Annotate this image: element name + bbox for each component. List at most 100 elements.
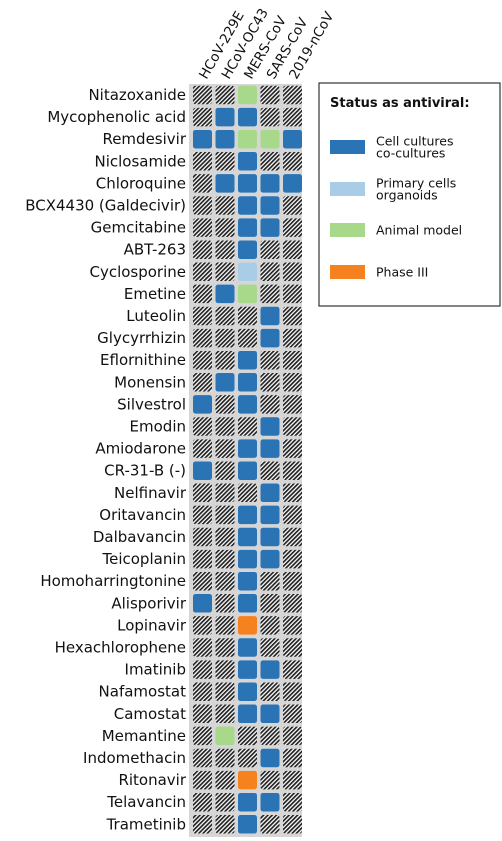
heatmap-cell-untested [215,85,235,105]
heatmap-cells [193,85,302,834]
heatmap-cell-untested [260,770,280,790]
heatmap-cell-untested [215,439,235,458]
row-label: Cyclosporine [89,263,186,281]
heatmap-cell-cell [238,373,257,392]
row-label: Memantine [102,727,186,745]
heatmap-cell-cell [260,196,280,215]
heatmap-cell-untested [193,792,212,812]
heatmap-cell-untested [283,483,302,503]
heatmap-cell-untested [283,328,302,348]
heatmap-cell-untested [283,152,302,171]
heatmap-cell-untested [260,638,280,657]
heatmap-cell-untested [215,571,235,591]
heatmap-cell-cell [238,240,257,259]
heatmap-cell-untested [215,660,235,679]
heatmap-cell-untested [193,240,212,259]
row-label: Hexachlorophene [55,639,186,657]
heatmap-cell-untested [215,748,235,768]
heatmap-cell-untested [283,792,302,812]
heatmap-cell-untested [283,85,302,105]
heatmap-cell-untested [260,594,280,613]
heatmap-cell-untested [193,152,212,171]
heatmap-cell-untested [283,616,302,635]
heatmap-cell-primary [238,262,257,282]
row-label: Eflornithine [100,351,186,369]
heatmap-cell-untested [215,682,235,701]
heatmap-cell-untested [238,726,257,746]
heatmap-cell-untested [193,328,212,348]
heatmap-cell-untested [260,85,280,105]
heatmap-cell-untested [283,461,302,480]
heatmap-cell-cell [238,571,257,591]
row-label: Emetine [124,285,186,303]
heatmap-cell-untested [238,306,257,326]
heatmap-cell-cell [238,461,257,480]
heatmap-cell-cell [260,549,280,569]
heatmap-cell-cell [215,284,235,304]
row-label: Nafamostat [99,683,187,701]
heatmap-cell-untested [215,218,235,237]
heatmap-cell-untested [260,461,280,480]
heatmap-cell-untested [215,770,235,790]
heatmap-cell-untested [283,395,302,414]
legend-swatch-phase3 [330,265,365,279]
row-label: Indomethacin [83,749,186,767]
heatmap-cell-untested [283,373,302,392]
row-label: Telavancin [106,793,186,811]
heatmap-cell-cell [283,174,302,193]
heatmap-cell-cell [238,660,257,679]
heatmap-cell-untested [260,815,280,834]
row-label: Nelfinavir [114,484,187,502]
heatmap-cell-untested [283,527,302,547]
heatmap-cell-untested [215,240,235,259]
heatmap-cell-cell [260,505,280,525]
heatmap-cell-phase3 [238,770,257,790]
heatmap-cell-untested [260,682,280,701]
row-label: Silvestrol [117,395,186,413]
legend-swatch-primary [330,182,365,196]
heatmap-cell-untested [193,571,212,591]
heatmap-cell-untested [283,262,302,282]
heatmap-cell-untested [283,770,302,790]
heatmap-cell-untested [193,218,212,237]
heatmap-cell-untested [260,107,280,127]
heatmap-cell-untested [283,417,302,436]
heatmap-cell-cell [260,306,280,326]
row-label: Luteolin [126,307,186,325]
legend-item-label: Phase III [376,265,428,280]
heatmap-cell-untested [215,527,235,547]
heatmap-cell-untested [215,395,235,414]
row-labels: Nitazoxanide Mycophenolic acid Remdesivir N… [25,86,187,833]
heatmap-cell-cell [215,129,235,149]
legend-item-label: Cell cultures [376,134,454,149]
heatmap-cell-phase3 [238,616,257,635]
heatmap-cell-cell [215,174,235,193]
heatmap-cell-untested [215,815,235,834]
heatmap-cell-cell [238,107,257,127]
heatmap-cell-cell [215,373,235,392]
heatmap-cell-untested [193,107,212,127]
heatmap-cell-cell [238,395,257,414]
heatmap-cell-cell [238,174,257,193]
row-label: Imatinib [125,661,186,679]
heatmap-cell-untested [215,262,235,282]
heatmap-cell-untested [193,660,212,679]
row-label: Lopinavir [117,616,187,634]
heatmap-cell-cell [238,638,257,657]
heatmap-cell-untested [283,594,302,613]
heatmap-cell-cell [238,218,257,237]
heatmap-cell-untested [193,505,212,525]
heatmap-cell-untested [193,306,212,326]
heatmap-cell-cell [260,704,280,724]
heatmap-cell-cell [260,527,280,547]
heatmap-cell-untested [215,594,235,613]
legend-title: Status as antiviral: [330,96,470,111]
heatmap-cell-untested [260,395,280,414]
row-label: Teicoplanin [102,550,187,568]
heatmap-cell-untested [193,262,212,282]
row-label: Homoharringtonine [40,572,186,590]
heatmap-cell-untested [193,770,212,790]
row-label: CR-31-B (-) [104,462,186,480]
row-label: Oritavancin [99,506,186,524]
